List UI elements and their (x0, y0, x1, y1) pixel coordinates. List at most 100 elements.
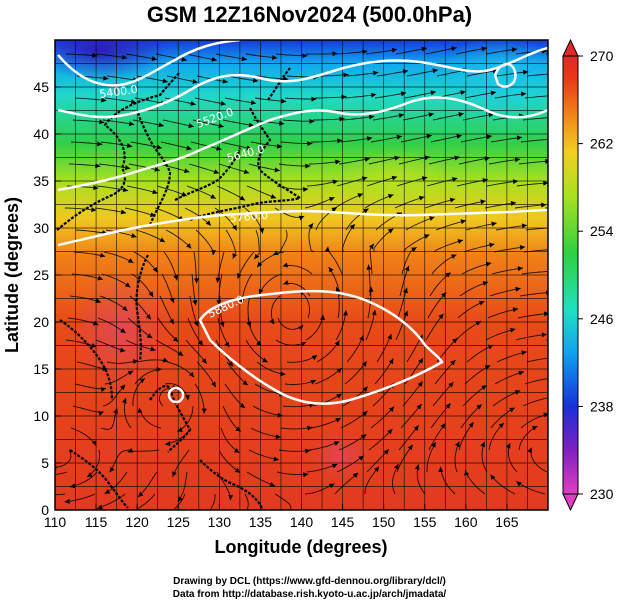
streamline (256, 251, 285, 268)
streamline (237, 251, 255, 279)
streamline (487, 308, 519, 319)
streamline (313, 118, 345, 121)
wind-arrowhead (131, 233, 137, 238)
wind-arrowhead (126, 143, 133, 149)
wind-arrowhead (449, 197, 456, 203)
wind-arrowhead (481, 385, 487, 391)
wind-arrowhead (468, 422, 474, 428)
wind-arrowhead (271, 54, 278, 60)
wind-arrowhead (509, 327, 516, 333)
wind-arrowhead (213, 169, 220, 174)
wind-arrowhead (139, 378, 145, 384)
wind-arrowhead (121, 398, 127, 404)
wind-arrowhead (97, 141, 103, 147)
wind-arrowhead (297, 325, 304, 331)
wind-arrowhead (283, 280, 289, 285)
streamline (366, 448, 390, 473)
wind-arrowhead (475, 321, 482, 326)
streamline (454, 441, 460, 473)
wind-arrowhead (361, 361, 367, 367)
streamline (340, 410, 368, 429)
streamline (345, 208, 369, 231)
wind-arrowhead (236, 273, 242, 279)
wind-arrowhead (181, 56, 187, 62)
wind-arrowhead (122, 187, 129, 193)
map-grid (55, 40, 548, 510)
wind-arrowhead (192, 299, 198, 306)
wind-arrowhead (391, 47, 398, 53)
streamline (154, 207, 185, 221)
wind-arrowhead (137, 407, 143, 414)
streamline (102, 384, 126, 407)
contour-5760 (57, 208, 548, 247)
streamline (372, 114, 405, 121)
streamline (524, 378, 548, 385)
wind-arrowhead (519, 245, 526, 250)
streamline (194, 97, 226, 105)
wind-arrowhead (440, 292, 447, 298)
wind-arrowhead (280, 371, 286, 377)
wind-arrowhead (122, 305, 128, 311)
streamline (166, 75, 198, 83)
wind-arrowhead (220, 100, 226, 106)
streamline (494, 93, 527, 99)
streamline (457, 300, 485, 319)
streamline (398, 156, 430, 165)
wind-arrowhead (450, 254, 457, 259)
wind-arrowhead (583, 359, 588, 364)
streamline (157, 317, 179, 343)
wind-arrowhead (252, 77, 259, 83)
wind-arrowhead (426, 134, 432, 139)
streamline (131, 273, 154, 298)
streamline (177, 471, 188, 502)
streamline (186, 185, 217, 199)
wind-arrowhead (458, 112, 464, 117)
streamline (399, 265, 410, 297)
streamline (74, 97, 107, 102)
colorbar-bottom-arrow (562, 493, 579, 512)
streamline (280, 426, 313, 430)
wind-arrowhead (239, 403, 246, 408)
x-tick-label: 130 (208, 514, 232, 530)
streamline (376, 333, 392, 363)
wind-arrowhead (273, 456, 279, 462)
streamline (187, 317, 204, 346)
x-axis: 110 115 120 125 130 135 140 145 150 155 160 165 (44, 504, 519, 530)
wind-arrowhead (334, 340, 340, 346)
wind-arrowhead (172, 471, 177, 477)
streamline (305, 52, 338, 55)
streamline (70, 427, 97, 447)
wind-arrowhead (531, 426, 538, 431)
wind-arrowhead (516, 135, 523, 141)
streamline (402, 113, 434, 121)
wind-arrowhead (99, 119, 105, 125)
wind-arrowhead (490, 90, 496, 96)
streamline (64, 207, 97, 211)
wind-arrowhead (273, 250, 279, 255)
wind-arrowhead (544, 311, 548, 317)
colorbar-tick-label: 238 (590, 398, 614, 414)
streamline (310, 417, 342, 429)
streamline (244, 493, 249, 510)
streamline (166, 361, 195, 378)
streamline (256, 361, 286, 375)
wind-arrowhead (216, 145, 222, 151)
streamline (155, 53, 187, 61)
wind-arrowhead (341, 94, 347, 100)
wind-arrowhead (277, 412, 283, 418)
streamline (494, 371, 525, 385)
wind-arrowhead (228, 494, 234, 501)
wind-arrowhead (432, 68, 438, 74)
streamline (274, 493, 292, 510)
credit-line-1: Drawing by DCL (https://www.gfd-dennou.o… (173, 576, 446, 587)
wind-arrowhead (124, 165, 131, 171)
wind-arrowhead (549, 115, 554, 120)
streamline (97, 493, 126, 509)
streamline (135, 229, 166, 243)
wind-arrowhead (551, 375, 556, 380)
streamline (489, 288, 521, 297)
wind-arrowhead (387, 429, 393, 435)
wind-arrowhead (159, 237, 165, 243)
wind-arrowhead (109, 466, 115, 473)
streamline (485, 328, 516, 341)
